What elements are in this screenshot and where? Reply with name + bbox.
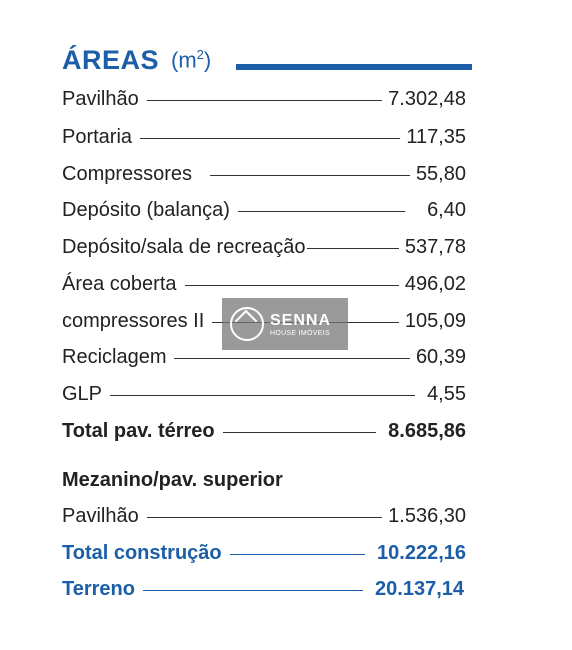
title-underline-bar <box>236 64 472 70</box>
total-label: Total pav. térreo <box>62 420 215 442</box>
leader-line <box>229 554 366 555</box>
leader-line <box>146 517 383 518</box>
area-row-compressores-ii: compressores II 105,09 <box>62 310 466 338</box>
watermark-brand: SENNA <box>270 311 332 329</box>
watermark-subtitle: HOUSE IMÓVEIS <box>270 329 330 337</box>
total-label: Terreno <box>62 578 135 600</box>
total-terreo-row: Total pav. térreo 8.685,86 <box>62 420 466 448</box>
total-value: 20.137,14 <box>375 578 464 600</box>
total-value: 8.685,86 <box>388 420 466 442</box>
area-row-reciclagem: Reciclagem 60,39 <box>62 346 466 374</box>
area-label: Portaria <box>62 126 133 148</box>
area-label: GLP <box>62 383 103 405</box>
mezanino-heading: Mezanino/pav. superior <box>62 469 283 491</box>
area-value: 496,02 <box>404 273 466 295</box>
area-label: Pavilhão <box>62 88 139 110</box>
area-label: Depósito (balança) <box>62 199 230 221</box>
area-label: Reciclagem <box>62 346 167 368</box>
area-label: Compressores <box>62 163 193 185</box>
unit-label: (m2) <box>171 46 212 73</box>
area-value: 117,35 <box>406 126 466 148</box>
area-row-glp: GLP 4,55 <box>62 383 466 411</box>
leader-line <box>110 395 416 396</box>
area-row-portaria: Portaria 117,35 <box>62 126 466 154</box>
area-row-deposito-balanca: Depósito (balança) 6,40 <box>62 199 466 227</box>
area-value: 537,78 <box>404 236 466 258</box>
leader-line <box>142 590 364 591</box>
house-logo-icon <box>230 307 264 341</box>
leader-line <box>184 285 399 286</box>
area-row-area-coberta: Área coberta 496,02 <box>62 273 466 301</box>
area-value: 60,39 <box>415 346 466 368</box>
section-header: ÁREAS (m2) <box>62 42 482 78</box>
area-value: 55,80 <box>415 163 466 185</box>
leader-line <box>237 211 406 212</box>
leader-line <box>174 358 410 359</box>
leader-line <box>140 138 401 139</box>
area-value: 105,09 <box>404 310 466 332</box>
leader-line <box>146 100 383 101</box>
area-row-pavilhao: Pavilhão 7.302,48 <box>62 88 466 116</box>
area-row-compressores: Compressores 55,80 <box>62 163 466 191</box>
area-row-mezanino-pavilhao: Pavilhão 1.536,30 <box>62 505 466 533</box>
area-value: 4,55 <box>427 383 466 405</box>
leader-line <box>210 175 410 176</box>
total-construcao-row: Total construção 10.222,16 <box>62 542 466 570</box>
leader-line <box>222 432 377 433</box>
area-value: 7.302,48 <box>388 88 466 110</box>
area-label: Depósito/sala de recreação <box>62 236 306 258</box>
area-label: compressores II <box>62 310 205 332</box>
total-label: Total construção <box>62 542 222 564</box>
area-value: 1.536,30 <box>388 505 466 527</box>
page-title: ÁREAS <box>62 44 160 75</box>
total-value: 10.222,16 <box>377 542 466 564</box>
senna-watermark: SENNA HOUSE IMÓVEIS <box>222 298 348 350</box>
area-label: Área coberta <box>62 273 177 295</box>
watermark-text: SENNA HOUSE IMÓVEIS <box>270 312 331 337</box>
leader-line <box>307 248 399 249</box>
terreno-row: Terreno 20.137,14 <box>62 578 464 606</box>
area-value: 6,40 <box>427 199 466 221</box>
area-row-deposito-sala: Depósito/sala de recreação 537,78 <box>62 236 466 264</box>
area-label: Pavilhão <box>62 505 139 527</box>
